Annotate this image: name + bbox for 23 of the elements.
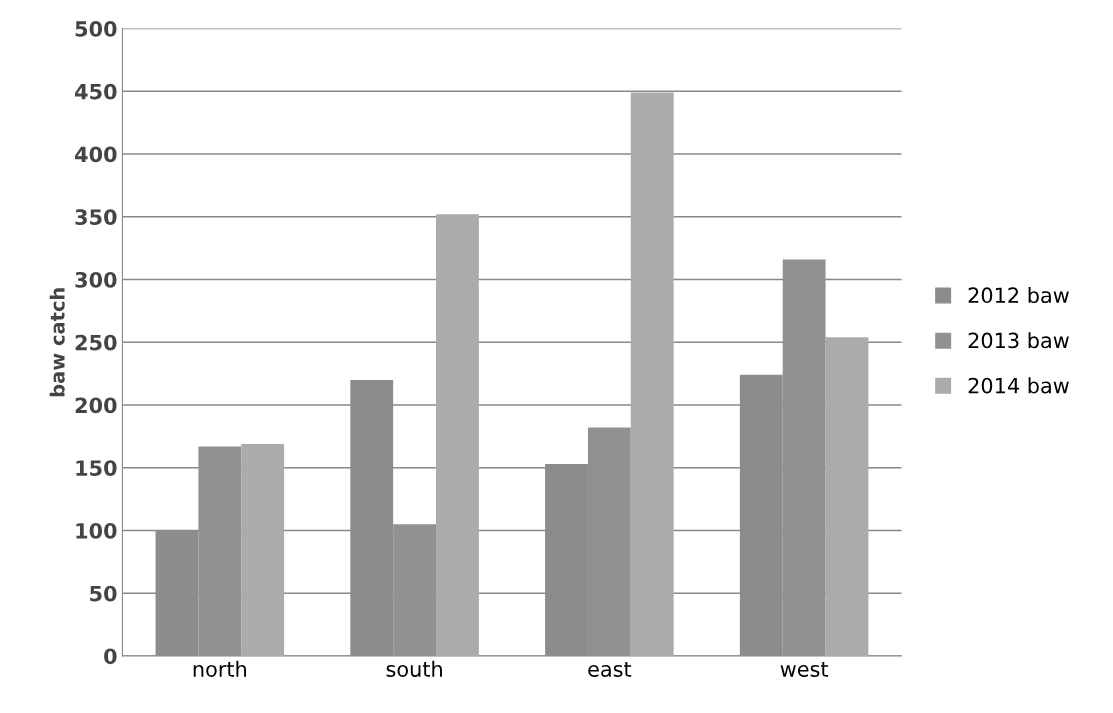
legend-label: 2012 baw [968, 287, 1069, 304]
y-tick-label: 0 [104, 648, 117, 665]
legend-label: 2014 baw [968, 377, 1069, 394]
y-tick-label: 150 [76, 460, 117, 476]
x-tick-label: east [588, 662, 632, 677]
y-tick-label: 100 [76, 522, 117, 539]
y-axis-title: baw catch [49, 288, 65, 397]
y-tick-label: 450 [75, 83, 117, 100]
x-tick-label: south [386, 660, 442, 677]
legend-label: 2013 baw [968, 332, 1069, 349]
bar [436, 214, 479, 656]
y-tick-label: 350 [75, 209, 117, 225]
x-tick-label: west [780, 662, 829, 677]
y-tick-label: 300 [75, 271, 117, 288]
y-tick-label: 200 [75, 397, 117, 414]
y-tick-label: 250 [75, 334, 117, 351]
y-tick-label: 400 [75, 146, 117, 163]
bar [630, 92, 674, 656]
y-tick-label: 500 [75, 20, 117, 37]
y-tick-label: 50 [90, 585, 117, 602]
bar [241, 443, 285, 656]
x-tick-label: north [193, 660, 246, 677]
bar [825, 337, 869, 656]
